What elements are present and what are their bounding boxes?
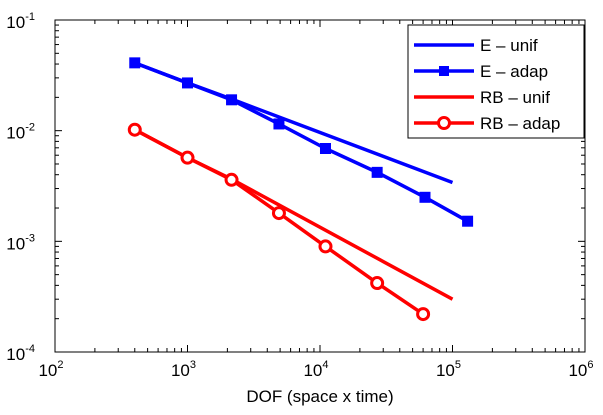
y-tick-label: 10-3: [6, 232, 35, 253]
x-tick-label: 103: [171, 359, 196, 380]
y-tick-label: 10-2: [6, 122, 35, 143]
legend-marker-circle: [437, 116, 451, 130]
x-tick-label: 104: [303, 359, 328, 380]
data-point-circle: [127, 122, 142, 137]
data-point-circle: [224, 172, 239, 187]
data-point-circle: [318, 239, 333, 254]
data-point-square: [419, 191, 431, 203]
data-point-square: [371, 166, 383, 178]
legend-label: E – adap: [480, 62, 548, 81]
data-point-circle: [370, 276, 385, 291]
y-tick-label: 10-1: [6, 11, 35, 32]
axis-ticks: 102 103 104 105 106 10-4 10-3 10-2 10-1: [6, 11, 593, 380]
data-point-square: [129, 57, 141, 69]
data-point-circle: [271, 206, 286, 221]
x-tick-label: 106: [568, 359, 593, 380]
x-axis-label: DOF (space x time): [246, 387, 393, 406]
legend: E – unif E – adap RB – unif RB – adap: [407, 24, 585, 139]
x-tick-label: 102: [38, 359, 63, 380]
legend-marker-square: [439, 66, 449, 76]
x-tick-label: 105: [436, 359, 461, 380]
legend-label: E – unif: [480, 36, 538, 55]
legend-label: RB – adap: [480, 114, 560, 133]
y-tick-label: 10-4: [6, 343, 35, 364]
data-point-square: [462, 215, 474, 227]
data-point-square: [319, 143, 331, 155]
legend-label: RB – unif: [480, 88, 550, 107]
data-point-circle: [180, 150, 195, 165]
data-point-square: [182, 77, 193, 89]
series-layer: [127, 57, 474, 322]
series-line: [134, 61, 469, 223]
data-point-square: [273, 118, 285, 130]
series-3: [127, 122, 431, 322]
data-point-circle: [416, 307, 431, 322]
series-1: [129, 57, 474, 227]
data-point-square: [226, 94, 238, 106]
